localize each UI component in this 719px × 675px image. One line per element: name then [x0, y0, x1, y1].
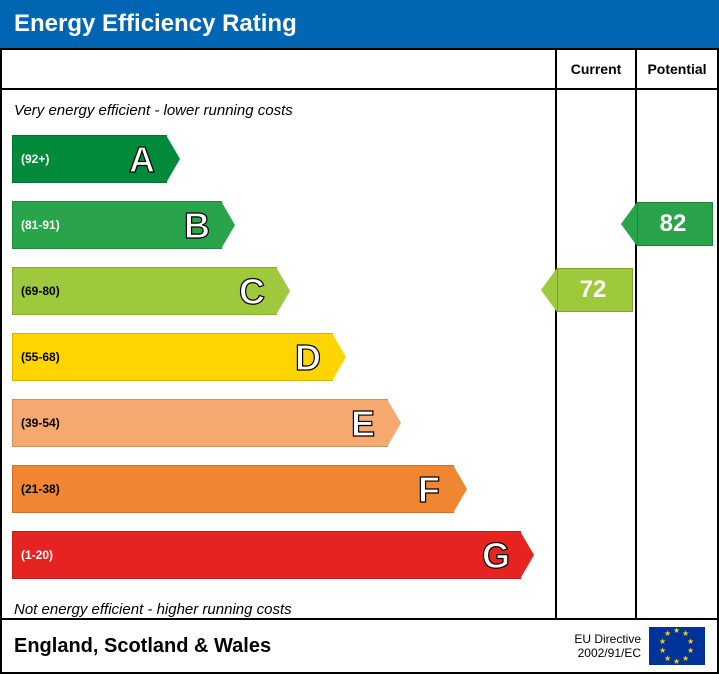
svg-text:A: A: [129, 139, 155, 180]
svg-text:F: F: [418, 469, 440, 510]
caption-bottom: Not energy efficient - higher running co…: [2, 591, 555, 622]
rating-bar: (39-54) E: [12, 399, 388, 447]
title-text: Energy Efficiency Rating: [14, 10, 297, 37]
rating-bar: (69-80) C: [12, 267, 277, 315]
epc-container: Energy Efficiency Rating Current Potenti…: [0, 0, 719, 675]
body-row: Very energy efficient - lower running co…: [2, 90, 717, 620]
rating-bar: (1-20) G: [12, 531, 521, 579]
rating-band-g: (1-20) G: [2, 525, 555, 585]
rating-band-d: (55-68) D: [2, 327, 555, 387]
rating-range: (81-91): [13, 218, 60, 232]
rating-letter-icon: A: [122, 138, 162, 182]
eu-flag-stars: ★ ★ ★ ★ ★ ★ ★ ★ ★ ★: [659, 628, 695, 664]
rating-range: (92+): [13, 152, 49, 166]
directive-line2: 2002/91/EC: [578, 646, 641, 660]
title-bar: Energy Efficiency Rating: [0, 0, 719, 48]
header-potential: Potential: [637, 50, 717, 88]
rating-letter-icon: G: [476, 534, 516, 578]
pointer-arrow-icon: [621, 202, 637, 246]
svg-text:C: C: [239, 271, 265, 312]
rating-range: (55-68): [13, 350, 60, 364]
svg-text:D: D: [295, 337, 321, 378]
rating-letter-icon: B: [177, 204, 217, 248]
rating-band-b: (81-91) B: [2, 195, 555, 255]
directive-line1: EU Directive: [574, 632, 641, 646]
current-pointer: 72: [541, 268, 633, 312]
svg-text:E: E: [351, 403, 375, 444]
bar-arrow-icon: [166, 135, 180, 183]
rating-bar: (81-91) B: [12, 201, 222, 249]
rating-letter-icon: F: [409, 468, 449, 512]
potential-value: 82: [637, 202, 713, 246]
rating-band-a: (92+) A: [2, 129, 555, 189]
bar-arrow-icon: [520, 531, 534, 579]
header-row: Current Potential: [2, 50, 717, 90]
rating-range: (21-38): [13, 482, 60, 496]
rating-range: (69-80): [13, 284, 60, 298]
bar-arrow-icon: [332, 333, 346, 381]
rating-bar: (55-68) D: [12, 333, 333, 381]
header-current: Current: [557, 50, 637, 88]
rating-band-e: (39-54) E: [2, 393, 555, 453]
header-spacer: [2, 50, 557, 88]
pointer-arrow-icon: [541, 268, 557, 312]
potential-pointer: 82: [621, 202, 713, 246]
rating-bar: (92+) A: [12, 135, 167, 183]
rating-band-c: (69-80) C: [2, 261, 555, 321]
rating-letter-icon: D: [288, 336, 328, 380]
current-value: 72: [557, 268, 633, 312]
rating-band-f: (21-38) F: [2, 459, 555, 519]
chart-area: Very energy efficient - lower running co…: [2, 90, 557, 618]
directive-text: EU Directive 2002/91/EC: [574, 632, 641, 661]
rating-bars: (92+) A (81-91) B (69-80) C (55-68) D (39-54) E (2…: [2, 129, 555, 585]
rating-bar: (21-38) F: [12, 465, 454, 513]
eu-flag-icon: ★ ★ ★ ★ ★ ★ ★ ★ ★ ★: [649, 627, 705, 665]
rating-letter-icon: E: [343, 402, 383, 446]
bar-arrow-icon: [221, 201, 235, 249]
caption-top: Very energy efficient - lower running co…: [2, 98, 555, 129]
svg-text:G: G: [482, 535, 510, 576]
rating-letter-icon: C: [232, 270, 272, 314]
chart-outer: Current Potential Very energy efficient …: [0, 48, 719, 674]
bar-arrow-icon: [453, 465, 467, 513]
current-column: 72: [557, 90, 637, 618]
svg-text:B: B: [184, 205, 210, 246]
potential-column: 82: [637, 90, 717, 618]
bar-arrow-icon: [387, 399, 401, 447]
footer: England, Scotland & Wales EU Directive 2…: [2, 620, 717, 672]
bar-arrow-icon: [276, 267, 290, 315]
rating-range: (39-54): [13, 416, 60, 430]
rating-range: (1-20): [13, 548, 53, 562]
region-text: England, Scotland & Wales: [14, 635, 574, 658]
